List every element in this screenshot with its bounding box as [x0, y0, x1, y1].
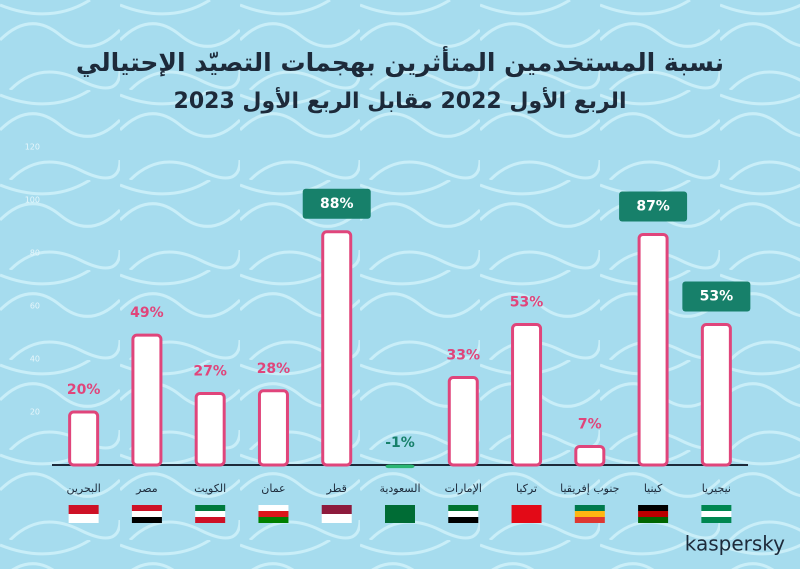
value-label: 27%: [193, 363, 227, 379]
x-tick-label: السعودية: [379, 482, 420, 495]
value-label: 53%: [700, 289, 734, 305]
x-tick-label: الكويت: [194, 482, 226, 495]
flag-stripe: [195, 505, 226, 511]
flag-stripe: [131, 505, 162, 511]
x-tick-label: نيجيريا: [702, 482, 731, 495]
flag-stripe: [574, 517, 605, 523]
label-box: [619, 191, 688, 222]
flag-stripe: [68, 505, 99, 514]
flag-stripe: [701, 511, 732, 517]
value-label: 87%: [636, 198, 670, 214]
flag-stripe: [68, 514, 99, 523]
bar: [700, 323, 732, 467]
value-label: -1%: [385, 435, 415, 451]
flag-stripe: [638, 517, 669, 523]
flag-stripe: [638, 511, 669, 517]
flag-stripe: [574, 511, 605, 517]
y-tick-label: 100: [25, 196, 40, 205]
flag-stripe: [385, 514, 415, 523]
flag-stripe: [195, 511, 226, 517]
x-tick-label: الإمارات: [445, 482, 482, 495]
flag-stripe: [131, 517, 162, 523]
value-label: 28%: [257, 361, 291, 377]
y-tick-label: 20: [30, 408, 40, 417]
x-tick-label: كينيا: [644, 482, 663, 495]
y-tick-label: 60: [30, 302, 40, 311]
flag-stripe: [258, 511, 289, 517]
flag-stripe: [385, 505, 415, 514]
bar: [194, 391, 226, 467]
flag-stripe: [638, 505, 669, 511]
value-label: 20%: [67, 382, 101, 398]
bar: [574, 444, 606, 467]
flag-stripe: [511, 514, 542, 523]
bar: [511, 323, 543, 467]
flag-stripe: [321, 505, 352, 514]
y-tick-label: 40: [30, 355, 40, 364]
flag-stripe: [574, 505, 605, 511]
flag-stripe: [701, 505, 732, 511]
bar: [131, 333, 163, 467]
label-box: [682, 281, 751, 312]
value-label: 7%: [578, 416, 602, 432]
chart-title: نسبة المستخدمين المتأثرين بهجمات التصيّد…: [76, 46, 724, 78]
x-tick-label: قطر: [326, 482, 347, 495]
x-tick-label: عمان: [261, 482, 285, 495]
y-tick-label: 120: [25, 143, 40, 152]
flag-stripe: [195, 517, 226, 523]
flag-stripe: [258, 517, 289, 523]
value-label: 33%: [447, 348, 481, 364]
flag-stripe: [131, 511, 162, 517]
flag-stripe: [258, 505, 289, 511]
label-box: [302, 188, 371, 219]
flag-stripe: [448, 511, 479, 517]
value-label: 49%: [130, 305, 164, 321]
bar: [68, 410, 100, 467]
flag-stripe: [701, 517, 732, 523]
x-tick-label: البحرين: [66, 482, 100, 495]
y-tick-label: 80: [30, 249, 40, 258]
bar: [385, 464, 415, 469]
value-label: 88%: [320, 196, 354, 212]
bar: [321, 230, 353, 467]
bar: [257, 389, 289, 467]
x-tick-label: تركيا: [516, 482, 537, 495]
flag-stripe: [448, 517, 479, 523]
brand-logo: kaspersky: [685, 532, 785, 556]
x-tick-label: جنوب إفريقيا: [560, 482, 619, 495]
bar: [637, 232, 669, 467]
chart-subtitle: الربع الأول 2022 مقابل الربع الأول 2023: [174, 86, 627, 114]
flag-stripe: [448, 505, 479, 511]
bar: [447, 376, 479, 467]
flag-stripe: [321, 514, 352, 523]
flag-stripe: [511, 505, 542, 514]
value-label: 53%: [510, 295, 544, 311]
x-tick-label: مصر: [135, 482, 158, 495]
